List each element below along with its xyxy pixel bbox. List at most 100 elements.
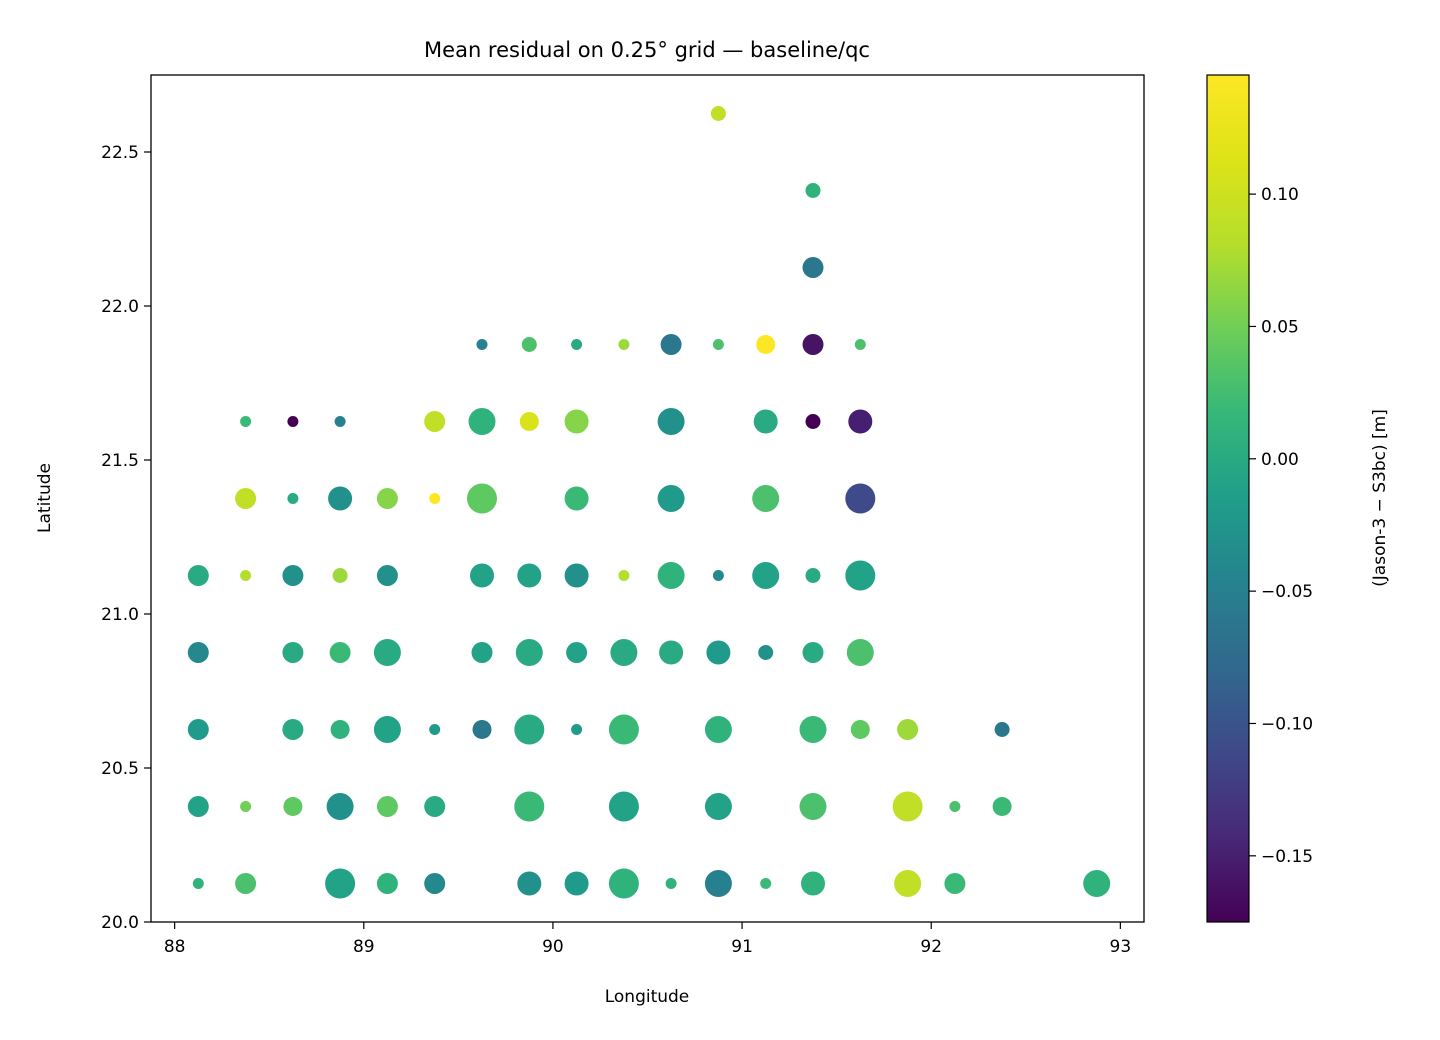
data-point — [618, 570, 630, 581]
data-point — [659, 640, 684, 665]
data-point — [329, 642, 351, 663]
data-point — [756, 335, 776, 354]
data-point — [472, 720, 492, 739]
data-point — [470, 563, 494, 588]
data-point — [949, 801, 961, 812]
data-point — [712, 339, 724, 350]
data-point — [802, 334, 824, 355]
y-axis-ticks: 20.0 20.5 21.0 21.5 22.0 22.5 — [101, 143, 151, 933]
data-point — [894, 870, 922, 897]
data-point — [706, 640, 731, 665]
data-point — [517, 871, 542, 896]
plot-frame — [150, 74, 1145, 923]
data-point — [892, 791, 923, 822]
y-tick-label: 22.5 — [101, 143, 139, 163]
data-point — [608, 791, 639, 822]
data-point — [758, 645, 774, 660]
data-point — [850, 720, 870, 739]
x-tick-label: 93 — [1110, 937, 1132, 957]
x-axis-ticks: 88 89 90 91 92 93 — [164, 922, 1131, 957]
data-point — [476, 339, 488, 350]
data-point — [805, 568, 821, 583]
colorbar-tick-label: 0.10 — [1261, 185, 1299, 205]
data-point — [376, 796, 398, 817]
colorbar-tick-label: −0.15 — [1261, 847, 1313, 867]
data-point — [799, 716, 827, 743]
data-point — [334, 416, 346, 427]
data-point — [805, 183, 821, 198]
data-point — [571, 339, 583, 350]
data-point — [235, 488, 257, 509]
y-tick-label: 21.5 — [101, 451, 139, 471]
y-tick-label: 22.0 — [101, 297, 139, 317]
data-point — [753, 409, 778, 434]
colorbar-tick-label: 0.00 — [1261, 450, 1299, 470]
data-point — [521, 337, 537, 352]
data-point — [240, 801, 252, 812]
data-point — [468, 408, 496, 435]
data-point — [282, 565, 304, 586]
data-point — [710, 106, 726, 121]
data-point — [704, 870, 732, 897]
data-point — [424, 411, 446, 432]
data-point — [376, 873, 398, 894]
data-point — [187, 796, 209, 817]
data-point — [376, 488, 398, 509]
data-point — [373, 639, 401, 666]
data-point — [1083, 870, 1111, 897]
colorbar-label: (Jason-3 − S3bc) [m] — [1370, 409, 1390, 587]
data-point — [187, 642, 209, 663]
data-point — [514, 714, 545, 745]
data-point — [897, 719, 919, 740]
x-axis-label: Longitude — [605, 987, 690, 1007]
data-point — [704, 793, 732, 820]
data-point — [608, 714, 639, 745]
data-point — [373, 716, 401, 743]
data-point — [240, 416, 252, 427]
data-point — [192, 878, 204, 889]
colorbar-tick-label: 0.05 — [1261, 317, 1299, 337]
data-point — [429, 724, 441, 735]
data-point — [610, 639, 638, 666]
data-point — [845, 483, 876, 514]
y-tick-label: 21.0 — [101, 605, 139, 625]
data-point — [564, 409, 589, 434]
data-point — [283, 797, 303, 816]
y-tick-label: 20.0 — [101, 913, 139, 933]
data-point — [326, 793, 354, 820]
data-point — [471, 642, 493, 663]
colorbar-tick-label: −0.05 — [1261, 582, 1313, 602]
data-point — [802, 642, 824, 663]
data-point — [519, 412, 539, 431]
data-point — [429, 493, 441, 504]
data-point — [566, 642, 588, 663]
data-point — [235, 873, 257, 894]
y-axis-label: Latitude — [35, 463, 55, 533]
x-tick-label: 91 — [731, 937, 753, 957]
data-point — [564, 871, 589, 896]
colorbar-tick-label: −0.10 — [1261, 714, 1313, 734]
data-point — [760, 878, 772, 889]
data-point — [187, 719, 209, 740]
x-tick-label: 88 — [164, 937, 186, 957]
data-point — [287, 493, 299, 504]
data-point — [657, 562, 685, 589]
data-point — [240, 570, 252, 581]
data-point — [330, 720, 350, 739]
data-point — [571, 724, 583, 735]
data-point — [854, 339, 866, 350]
data-point — [608, 868, 639, 899]
data-point — [994, 722, 1010, 737]
data-point — [992, 797, 1012, 816]
data-point — [799, 793, 827, 820]
colorbar-ticks: −0.15 −0.10 −0.05 0.00 0.05 0.10 — [1249, 185, 1313, 867]
data-point — [424, 796, 446, 817]
data-point — [514, 791, 545, 822]
x-tick-label: 92 — [920, 937, 942, 957]
data-point — [517, 563, 542, 588]
data-point — [564, 563, 589, 588]
data-points — [187, 106, 1111, 899]
data-point — [515, 639, 543, 666]
data-point — [376, 565, 398, 586]
